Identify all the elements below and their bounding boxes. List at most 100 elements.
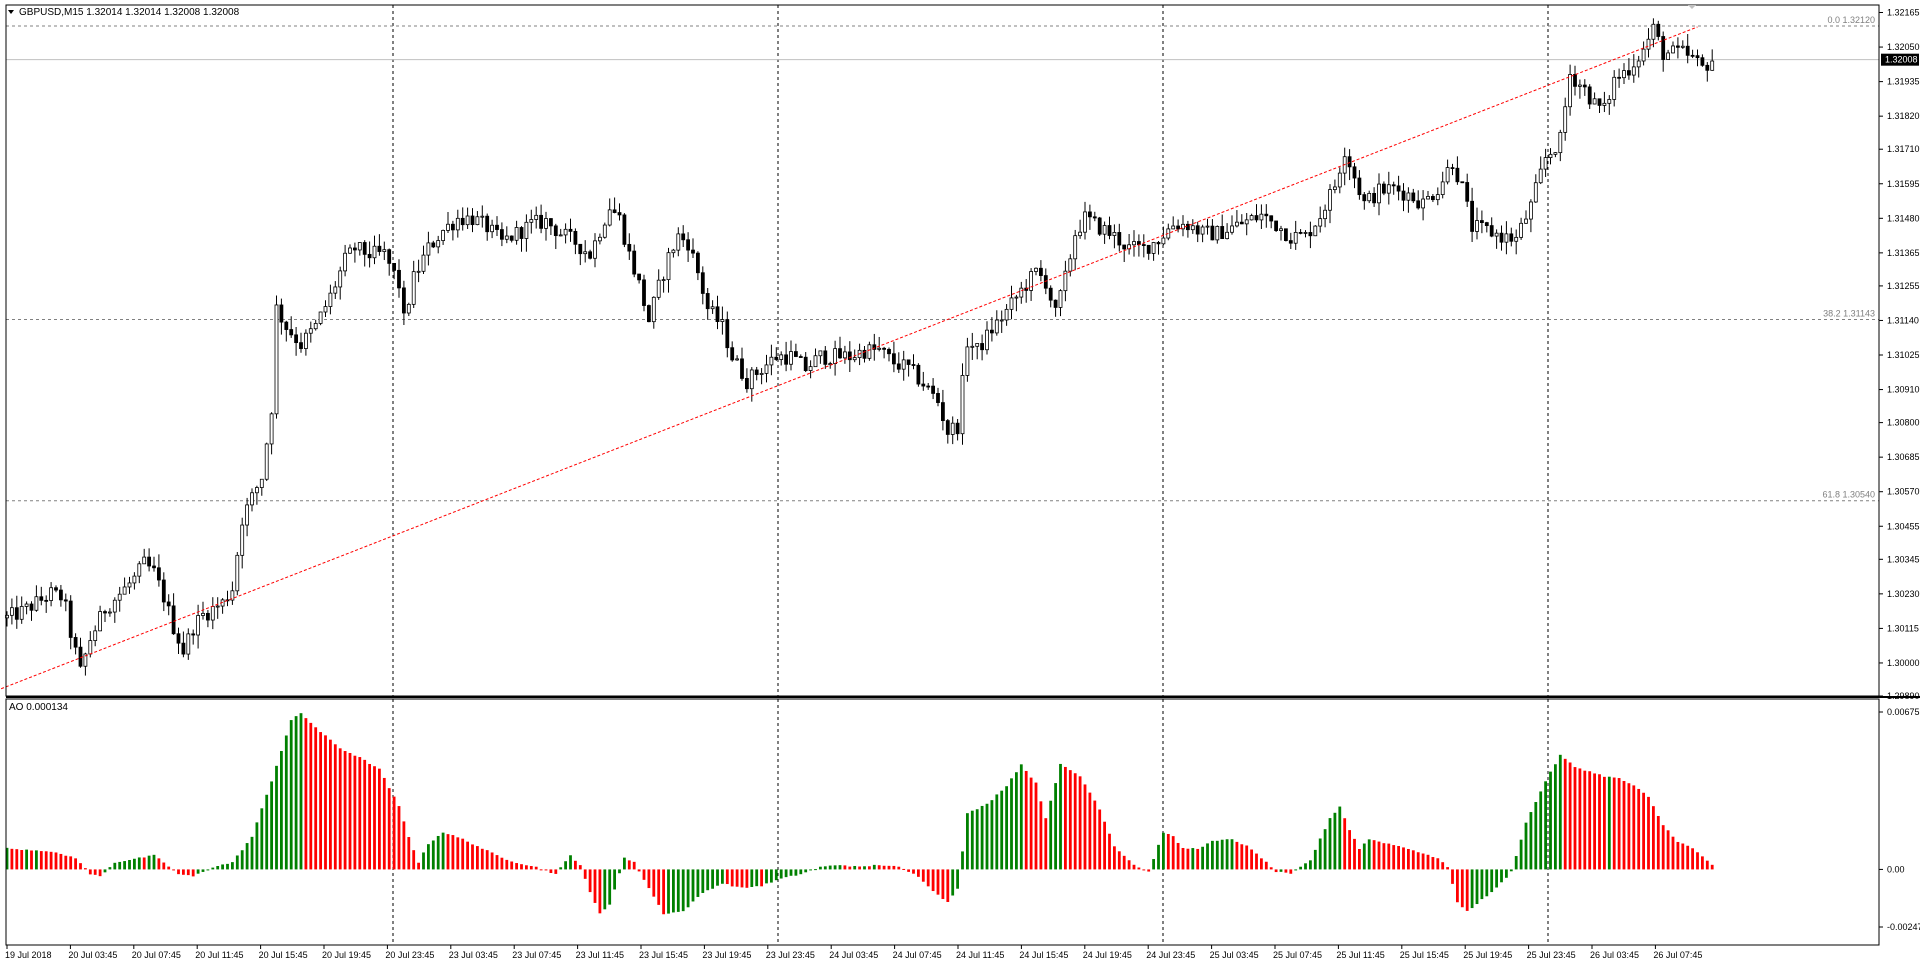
candle-body — [1435, 194, 1440, 201]
ao-bar — [500, 857, 504, 870]
ao-bar — [1632, 785, 1636, 870]
ao-bar — [1289, 869, 1293, 874]
ao-bar — [118, 861, 122, 870]
shift-marker-icon[interactable] — [1688, 5, 1696, 9]
ao-bar — [191, 869, 195, 877]
price-tick-label: 1.31365 — [1887, 248, 1920, 258]
price-axis[interactable]: 1.32165 1.32050 1.31935 1.31820 1.31710 1.315… — [1879, 8, 1920, 701]
candle-body — [847, 351, 852, 361]
ao-bar — [574, 860, 577, 870]
price-grid — [392, 5, 1549, 696]
candle-body — [700, 272, 705, 294]
ao-bar — [1274, 869, 1278, 873]
ao-bar — [1686, 845, 1690, 870]
candle-body — [73, 637, 78, 648]
ao-bar — [1240, 844, 1244, 870]
ao-bar — [255, 822, 259, 870]
candle-body — [1107, 225, 1112, 236]
candle-body — [9, 607, 14, 616]
candle-body — [779, 354, 784, 360]
ao-bar — [603, 869, 607, 910]
candle-body — [602, 224, 607, 238]
candle-body — [813, 355, 818, 368]
ao-bar — [103, 869, 107, 873]
price-pane[interactable]: 0.0 1.32120 38.2 1.31143 61.8 1.30540 GBPU… — [0, 4, 1880, 697]
candle-body — [132, 575, 137, 584]
candle-body — [1519, 222, 1523, 238]
candle-body — [196, 615, 201, 636]
ao-bar — [299, 713, 303, 870]
ao-bar — [343, 751, 347, 870]
ao-bar — [1348, 830, 1351, 870]
dropdown-triangle-icon[interactable] — [8, 10, 14, 14]
ao-bar — [1039, 801, 1043, 870]
candle-body — [338, 270, 343, 288]
ao-bar — [1607, 776, 1611, 870]
candle-body — [612, 209, 617, 213]
ao-bar — [1456, 869, 1459, 903]
candle-body — [524, 221, 529, 239]
candle-body — [1043, 275, 1048, 289]
ao-bar — [1098, 809, 1102, 870]
ao-bar — [1460, 869, 1464, 908]
candle-body — [299, 342, 303, 349]
time-axis[interactable]: 19 Jul 2018 20 Jul 03:45 20 Jul 07:45 20 Ju… — [5, 945, 1702, 960]
candle-body — [1524, 218, 1528, 224]
time-tick-label: 24 Jul 23:45 — [1146, 950, 1195, 960]
ao-bar — [123, 861, 126, 870]
ao-bar — [1108, 833, 1111, 870]
ao-bar — [304, 718, 308, 870]
candle-body — [960, 375, 965, 435]
candle-body — [1269, 215, 1274, 222]
ao-bar — [774, 869, 778, 881]
awesome-oscillator-pane[interactable]: AO 0.000134 — [5, 698, 1880, 946]
candle-body — [1156, 242, 1161, 245]
ao-bar — [681, 869, 685, 912]
candle-body — [1509, 233, 1514, 242]
ao-bar — [701, 869, 705, 893]
candle-body — [651, 296, 656, 323]
candle-body — [421, 254, 426, 272]
candle-body — [274, 304, 279, 415]
candle-body — [392, 262, 397, 271]
candle-body — [529, 219, 534, 223]
time-tick-label: 19 Jul 2018 — [5, 950, 52, 960]
ao-bar — [559, 867, 563, 870]
candle-body — [1504, 233, 1509, 243]
candle-body — [1587, 86, 1592, 105]
ao-bar — [627, 860, 631, 870]
ao-bar — [5, 847, 9, 870]
time-tick-label: 20 Jul 19:45 — [322, 950, 371, 960]
chart-menu-icon[interactable] — [8, 10, 14, 14]
fibonacci-levels[interactable]: 0.0 1.32120 38.2 1.31143 61.8 1.30540 — [6, 15, 1879, 502]
candle-body — [1200, 226, 1205, 235]
candle-body — [823, 350, 828, 365]
candle-body — [166, 601, 171, 607]
candle-body — [1671, 45, 1675, 54]
ao-bar — [373, 766, 376, 870]
candle-body — [127, 582, 132, 588]
trendline[interactable] — [0, 26, 1698, 696]
candle-body — [348, 247, 352, 254]
ao-bar — [1568, 762, 1572, 870]
candle-body — [416, 270, 421, 273]
ao-axis[interactable]: 0.006755 0.00 -0.002471 — [1879, 707, 1920, 932]
candle-body — [333, 286, 338, 294]
ao-bar — [1598, 774, 1601, 870]
ao-bar — [1676, 841, 1680, 870]
candle-body — [397, 269, 401, 289]
time-tick-label: 20 Jul 23:45 — [385, 950, 434, 960]
time-tick-label: 23 Jul 11:45 — [576, 950, 624, 960]
ao-bar — [1392, 845, 1396, 870]
ao-bar — [593, 869, 597, 903]
candle-body — [24, 603, 29, 607]
candle-body — [215, 605, 220, 608]
candle-body — [578, 243, 583, 255]
ao-bar — [980, 805, 984, 870]
candle-body — [201, 612, 205, 616]
candle-body — [1151, 242, 1156, 254]
ao-bar — [1127, 860, 1131, 870]
ao-bar — [711, 869, 714, 889]
